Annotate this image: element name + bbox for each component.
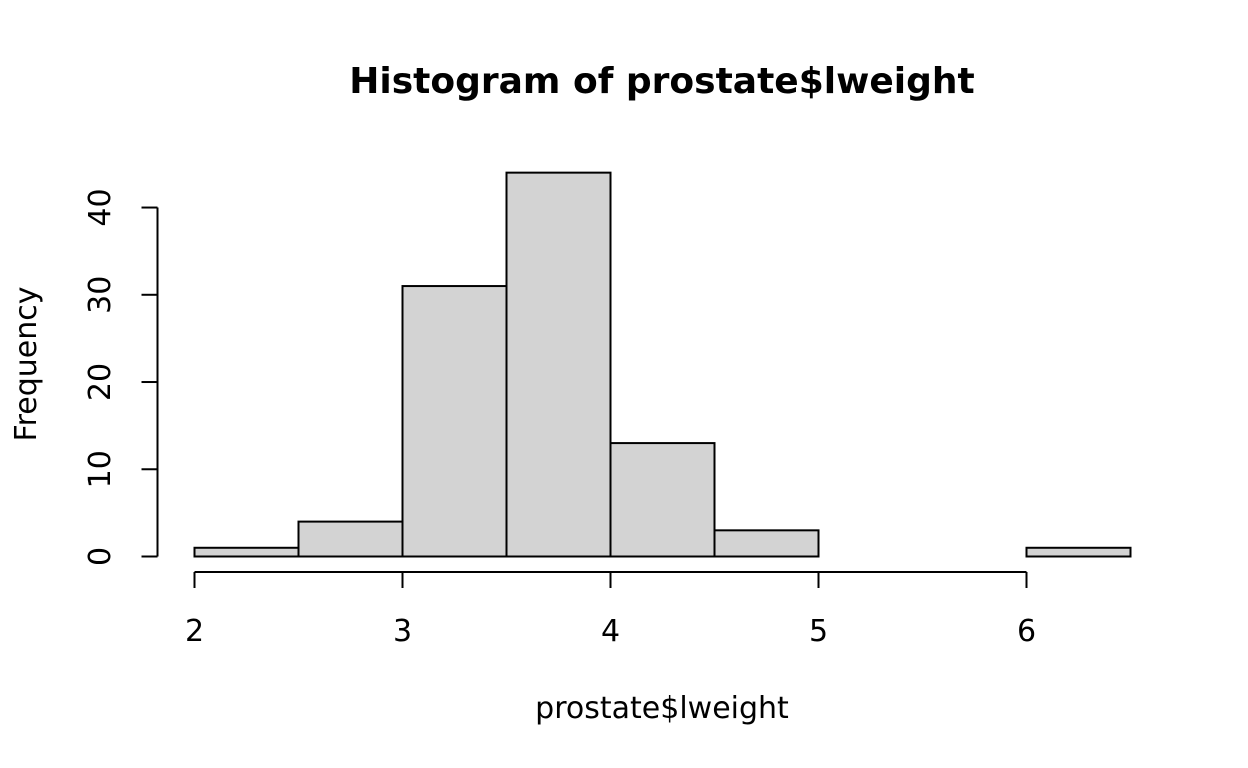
x-tick-label: 4 <box>601 614 620 649</box>
histogram-bar <box>297 520 404 558</box>
histogram-bar <box>505 171 612 558</box>
histogram-bar <box>713 529 820 558</box>
x-axis: 2 3 4 5 6 <box>185 571 1036 649</box>
x-tick-label: 2 <box>185 614 204 649</box>
y-axis: 0 10 20 30 40 <box>83 188 159 566</box>
y-axis-label: Frequency <box>9 287 44 442</box>
y-tick-label: 10 <box>83 450 118 488</box>
histogram-bar <box>401 285 508 558</box>
bars-group <box>193 171 1132 558</box>
x-axis-label: prostate$lweight <box>535 691 789 726</box>
y-tick-label: 30 <box>83 276 118 314</box>
x-tick-label: 5 <box>809 614 828 649</box>
x-tick-label: 6 <box>1017 614 1036 649</box>
y-tick-label: 40 <box>83 188 118 226</box>
x-tick-label: 3 <box>393 614 412 649</box>
y-tick-label: 0 <box>83 547 118 566</box>
chart-title: Histogram of prostate$lweight <box>349 61 974 102</box>
y-tick-label: 20 <box>83 363 118 401</box>
histogram-bar <box>193 546 300 558</box>
histogram-bar <box>609 442 716 558</box>
histogram-bar <box>1025 546 1132 558</box>
